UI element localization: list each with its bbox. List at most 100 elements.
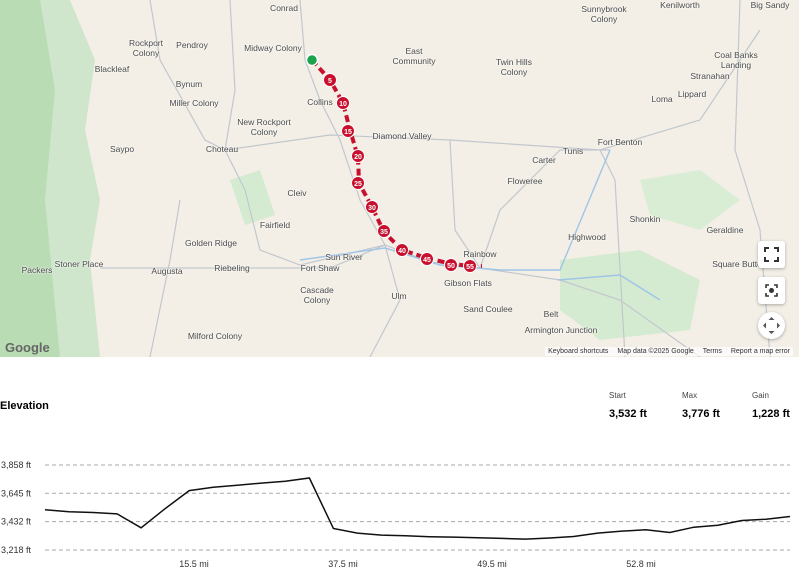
place-label: Belt bbox=[543, 309, 559, 319]
route-marker bbox=[336, 96, 350, 110]
elevation-line bbox=[44, 477, 791, 540]
place-label: Miller Colony bbox=[169, 98, 219, 108]
stat-label: Max bbox=[682, 391, 697, 400]
stat-value: 3,532 ft bbox=[609, 408, 647, 420]
place-label: Midway Colony bbox=[244, 43, 302, 53]
route-marker-label: 10 bbox=[339, 101, 347, 108]
route-marker bbox=[323, 73, 337, 87]
place-label: Big Sandy bbox=[750, 0, 790, 10]
recenter-button[interactable] bbox=[758, 277, 785, 304]
place-label: Square Butte bbox=[712, 259, 762, 269]
map-footer: Keyboard shortcuts Map data ©2025 Google… bbox=[545, 347, 793, 356]
stat-value: 1,228 ft bbox=[752, 408, 790, 420]
route-marker-label: 55 bbox=[466, 264, 474, 271]
route-marker bbox=[351, 149, 365, 163]
route-marker bbox=[463, 259, 477, 273]
place-label: Cleiv bbox=[287, 188, 307, 198]
route bbox=[310, 58, 482, 268]
place-label: Collins bbox=[307, 97, 333, 107]
place-label: Sand Coulee bbox=[463, 304, 513, 314]
place-label: Stoner Place bbox=[54, 259, 104, 269]
route-marker-label: 15 bbox=[344, 129, 352, 136]
y-tick-label: 3,645 ft bbox=[1, 488, 32, 498]
route-marker-label: 50 bbox=[447, 263, 455, 270]
place-label: Rainbow bbox=[463, 249, 497, 259]
place-label: Fort Shaw bbox=[300, 263, 340, 273]
route-marker bbox=[377, 224, 391, 238]
elevation-title: Elevation bbox=[0, 400, 49, 412]
place-label: Sun River bbox=[325, 252, 363, 262]
route-marker-label: 40 bbox=[398, 248, 406, 255]
place-label: East Community bbox=[392, 46, 436, 66]
place-label: Kenilworth bbox=[660, 0, 700, 10]
place-label: Saypo bbox=[109, 144, 135, 154]
footer-link[interactable]: Terms bbox=[702, 348, 722, 355]
place-label: Diamond Valley bbox=[372, 131, 432, 141]
route-marker-label: 35 bbox=[380, 229, 388, 236]
terrain bbox=[640, 170, 740, 230]
place-label: Conrad bbox=[270, 3, 298, 13]
terrain bbox=[560, 250, 700, 340]
place-label: Rockport Colony bbox=[128, 38, 163, 58]
place-label: Armington Junction bbox=[524, 325, 598, 335]
place-label: Ulm bbox=[391, 291, 407, 301]
place-label: Twin Hills Colony bbox=[496, 57, 532, 77]
map-layer: 5 10 15 20 25 30 35 40 45 50 55 bbox=[0, 0, 771, 357]
y-tick-label: 3,858 ft bbox=[1, 460, 32, 470]
place-label: Stranahan bbox=[690, 71, 730, 81]
place-label: Packers bbox=[21, 265, 53, 275]
x-tick-label: 49.5 mi bbox=[477, 559, 507, 569]
place-label: Fort Benton bbox=[597, 137, 643, 147]
place-label: Pendroy bbox=[176, 40, 208, 50]
place-label: Milford Colony bbox=[187, 331, 243, 341]
place-label: Riebeling bbox=[214, 263, 250, 273]
stat-value: 3,776 ft bbox=[682, 408, 720, 420]
place-label: Floweree bbox=[507, 176, 543, 186]
y-tick-label: 3,218 ft bbox=[1, 545, 32, 555]
route-marker bbox=[351, 176, 365, 190]
place-label: Sunnybrook Colony bbox=[581, 4, 627, 24]
place-label: Loma bbox=[651, 94, 673, 104]
place-label: Gibson Flats bbox=[444, 278, 492, 288]
y-tick-label: 3,432 ft bbox=[1, 517, 32, 527]
icon bbox=[763, 317, 780, 334]
footer-link[interactable]: Report a map error bbox=[730, 348, 790, 355]
route-marker-label: 25 bbox=[354, 181, 362, 188]
stat-label: Gain bbox=[752, 391, 769, 400]
start-point bbox=[305, 53, 319, 67]
pan-control[interactable] bbox=[758, 312, 785, 339]
place-label: Coal Banks Landing bbox=[714, 50, 758, 70]
map-logo: Google bbox=[5, 340, 50, 355]
place-label: Augusta bbox=[151, 266, 183, 276]
route-marker-label: 5 bbox=[328, 78, 332, 85]
route-marker bbox=[341, 124, 355, 138]
map[interactable]: 5 10 15 20 25 30 35 40 45 50 55 Rockport Colony Pen… bbox=[0, 0, 799, 357]
x-tick-label: 52.8 mi bbox=[626, 559, 656, 569]
stat-label: Start bbox=[609, 391, 627, 400]
place-label: Geraldine bbox=[706, 225, 744, 235]
terrain bbox=[230, 170, 275, 225]
route-marker-label: 30 bbox=[368, 205, 376, 212]
place-label: Highwood bbox=[568, 232, 606, 242]
icon bbox=[764, 247, 779, 262]
footer-link[interactable]: Keyboard shortcuts bbox=[548, 348, 609, 355]
place-label: New Rockport Colony bbox=[237, 117, 291, 137]
elevation-panel: Elevation Start 3,532 ft Max 3,776 ft Gain 1,… bbox=[0, 391, 791, 569]
place-label: Carter bbox=[532, 155, 556, 165]
terrain bbox=[0, 0, 60, 357]
route-marker bbox=[420, 252, 434, 266]
route-markers: 5 10 15 20 25 30 35 40 45 50 55 bbox=[323, 73, 477, 273]
place-label: Choteau bbox=[205, 144, 239, 154]
roads bbox=[100, 0, 771, 357]
route-marker-label: 20 bbox=[354, 154, 362, 161]
place-label: Shonkin bbox=[629, 214, 661, 224]
place-label: Bynum bbox=[175, 79, 203, 89]
fullscreen-button[interactable] bbox=[758, 241, 785, 268]
x-tick-label: 37.5 mi bbox=[328, 559, 358, 569]
x-tick-label: 15.5 mi bbox=[179, 559, 209, 569]
place-label: Cascade Colony bbox=[300, 285, 334, 305]
footer-link: Map data ©2025 Google bbox=[617, 348, 694, 355]
river bbox=[557, 274, 661, 301]
route-marker-label: 45 bbox=[423, 257, 431, 264]
